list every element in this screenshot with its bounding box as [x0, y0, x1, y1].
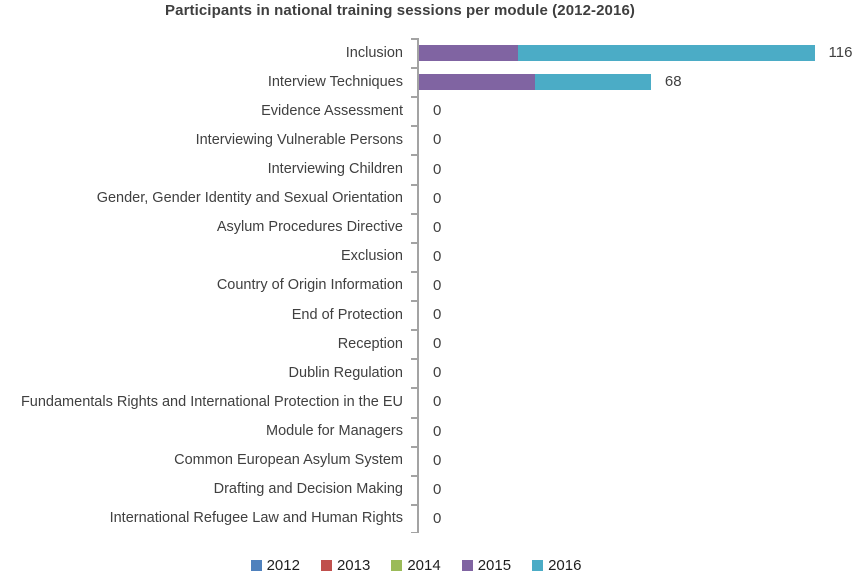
- axis-tick: [411, 531, 417, 533]
- legend-swatch: [532, 559, 544, 571]
- bar-row: Common European Asylum System 0: [0, 446, 855, 475]
- value-label: 0: [433, 102, 442, 120]
- legend: 2012 2013 2014 2015 2016: [0, 553, 832, 577]
- value-label: 0: [433, 131, 442, 149]
- category-label: Drafting and Decision Making: [213, 481, 403, 498]
- legend-swatch: [391, 559, 403, 571]
- category-label: Evidence Assessment: [261, 102, 403, 119]
- value-label: 0: [433, 451, 442, 469]
- category-label: Interviewing Vulnerable Persons: [195, 131, 403, 148]
- value-label: 0: [433, 160, 442, 178]
- category-label: Dublin Regulation: [288, 364, 403, 381]
- bar-row: End of Protection 0: [0, 300, 855, 329]
- axis-tick: [411, 213, 417, 215]
- bar-row: Drafting and Decision Making 0: [0, 475, 855, 504]
- value-label: 0: [433, 480, 442, 498]
- category-label: End of Protection: [291, 306, 403, 323]
- y-axis-line: [417, 38, 419, 533]
- category-label: Inclusion: [345, 44, 403, 61]
- legend-item-2016: 2016: [532, 557, 581, 574]
- axis-tick: [411, 154, 417, 156]
- legend-swatch: [320, 559, 332, 571]
- bar-row: Evidence Assessment 0: [0, 96, 855, 125]
- value-label: 0: [433, 364, 442, 382]
- bar-row: Gender, Gender Identity and Sexual Orien…: [0, 184, 855, 213]
- axis-tick: [411, 96, 417, 98]
- bar-row: Interview Techniques 68: [0, 67, 855, 96]
- category-label: Asylum Procedures Directive: [216, 219, 403, 236]
- axis-tick: [411, 67, 417, 69]
- chart-title: Participants in national training sessio…: [165, 2, 635, 19]
- legend-label: 2014: [407, 556, 441, 574]
- legend-label: 2013: [336, 556, 371, 574]
- bar-row: International Refugee Law and Human Righ…: [0, 504, 855, 533]
- category-label: Country of Origin Information: [216, 277, 403, 294]
- bar-row: Inclusion 116: [0, 38, 855, 67]
- value-label: 0: [433, 422, 442, 440]
- bar-row: Dublin Regulation 0: [0, 358, 855, 387]
- axis-tick: [411, 271, 417, 273]
- axis-tick: [411, 387, 417, 389]
- value-label: 0: [433, 247, 442, 265]
- bar-segment-2015: [419, 73, 535, 90]
- axis-tick: [411, 475, 417, 477]
- legend-item-2015: 2015: [461, 556, 512, 574]
- axis-tick: [411, 184, 417, 186]
- category-label: Interview Techniques: [267, 73, 403, 90]
- bar-row: Exclusion 0: [0, 242, 855, 271]
- category-label: International Refugee Law and Human Righ…: [109, 510, 403, 527]
- value-label: 0: [433, 306, 442, 324]
- value-label: 116: [828, 44, 853, 62]
- bar-segment-2016: [534, 73, 651, 90]
- category-label: Fundamentals Rights and International Pr…: [20, 393, 403, 410]
- axis-tick: [411, 38, 417, 40]
- bar-row: Reception 0: [0, 329, 855, 358]
- bar-row: Asylum Procedures Directive 0: [0, 213, 855, 242]
- plot-area: Inclusion 116 Interview Techniques 68 Eviden…: [0, 38, 855, 533]
- axis-tick: [411, 417, 417, 419]
- legend-label: 2016: [548, 556, 582, 574]
- axis-tick: [411, 446, 417, 448]
- category-label: Exclusion: [340, 248, 403, 265]
- legend-label: 2012: [266, 556, 300, 574]
- value-label: 0: [433, 276, 442, 294]
- value-label: 0: [433, 393, 442, 411]
- category-label: Interviewing Children: [267, 161, 403, 178]
- bar-row: Country of Origin Information 0: [0, 271, 855, 300]
- category-label: Reception: [337, 335, 403, 352]
- bar-segment-2016: [517, 44, 815, 61]
- value-label: 0: [433, 509, 442, 527]
- legend-item-2013: 2013: [320, 556, 371, 574]
- axis-tick: [411, 300, 417, 302]
- legend-item-2012: 2012: [250, 556, 300, 574]
- legend-swatch: [461, 559, 473, 571]
- legend-item-2014: 2014: [391, 556, 441, 574]
- legend-swatch: [250, 559, 262, 571]
- bar-row: Module for Managers 0: [0, 417, 855, 446]
- bar-row: Interviewing Children 0: [0, 154, 855, 183]
- axis-tick: [411, 125, 417, 127]
- category-label: Module for Managers: [265, 423, 403, 440]
- axis-tick: [411, 242, 417, 244]
- value-label: 68: [664, 73, 682, 91]
- axis-tick: [411, 358, 417, 360]
- value-label: 0: [433, 189, 442, 207]
- bar-row: Interviewing Vulnerable Persons 0: [0, 125, 855, 154]
- bar-row: Fundamentals Rights and International Pr…: [0, 387, 855, 416]
- bar-segment-2015: [419, 44, 518, 61]
- legend-label: 2015: [477, 556, 512, 574]
- value-label: 0: [433, 335, 442, 353]
- axis-tick: [411, 329, 417, 331]
- category-label: Gender, Gender Identity and Sexual Orien…: [96, 190, 403, 207]
- value-label: 0: [433, 218, 442, 236]
- category-label: Common European Asylum System: [174, 452, 403, 469]
- axis-tick: [411, 504, 417, 506]
